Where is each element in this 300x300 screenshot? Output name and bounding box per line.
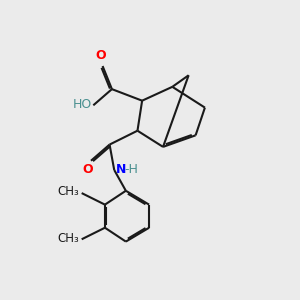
Text: -H: -H xyxy=(125,164,139,176)
Text: HO: HO xyxy=(73,98,92,111)
Text: N: N xyxy=(116,164,126,176)
Text: O: O xyxy=(82,163,93,176)
Text: CH₃: CH₃ xyxy=(57,185,79,198)
Text: CH₃: CH₃ xyxy=(57,232,79,244)
Text: O: O xyxy=(95,49,106,62)
